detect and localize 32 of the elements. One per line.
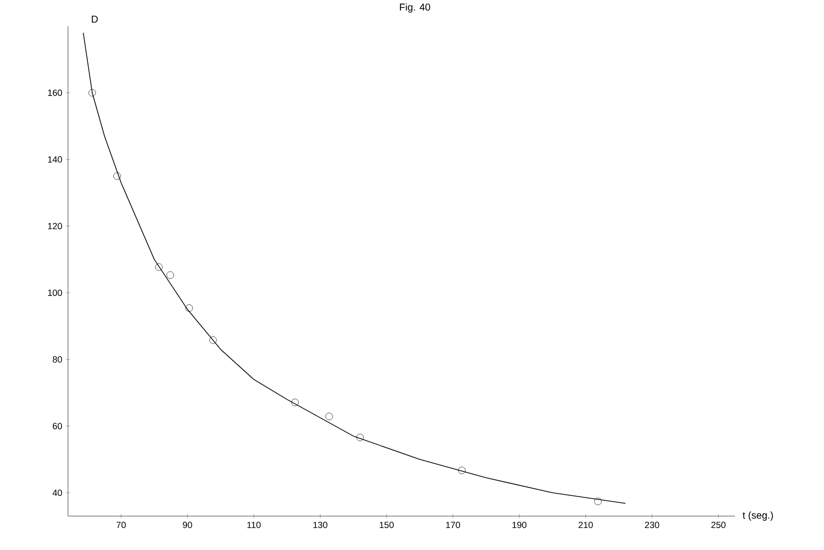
x-tick-label: 230 xyxy=(645,522,660,528)
point xyxy=(185,304,193,312)
x-tick-label: 150 xyxy=(380,522,394,528)
y-tick-label: 100 xyxy=(48,290,62,296)
point xyxy=(291,398,299,406)
point xyxy=(356,434,364,442)
y-tick-label: 40 xyxy=(52,490,62,496)
x-tick-label: 170 xyxy=(446,522,460,528)
point xyxy=(209,336,217,344)
point xyxy=(88,89,96,96)
point xyxy=(155,263,163,271)
x-axis-title: t (seg.) xyxy=(742,511,773,521)
x-tick-label: 90 xyxy=(182,522,192,528)
x-tick-label: 130 xyxy=(313,522,328,528)
y-axis-title: D xyxy=(92,16,98,23)
line-series xyxy=(82,32,626,504)
x-tick-label: 110 xyxy=(247,522,261,528)
point xyxy=(166,271,174,279)
y-tick-label: 160 xyxy=(48,90,62,96)
point xyxy=(458,466,466,474)
x-tick-label: 250 xyxy=(711,522,726,528)
y-tick-label: 140 xyxy=(48,156,62,163)
point xyxy=(113,172,121,180)
chart-title: Fig. 40 xyxy=(400,3,430,13)
y-tick-label: 120 xyxy=(48,222,62,230)
point xyxy=(594,498,602,506)
x-tick-label: 210 xyxy=(578,522,593,528)
y-tick-label: 60 xyxy=(52,422,62,430)
y-tick-label: 80 xyxy=(52,356,62,363)
point xyxy=(325,412,333,420)
x-tick-label: 190 xyxy=(512,522,526,528)
x-tick-label: 70 xyxy=(116,522,126,528)
